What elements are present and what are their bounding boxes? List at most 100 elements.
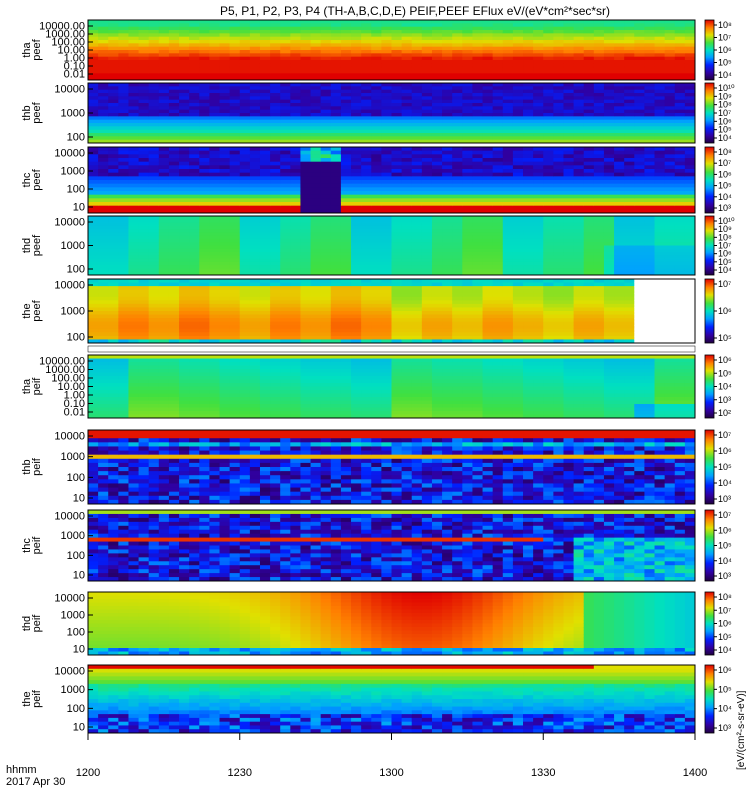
spectrogram-cell (371, 96, 382, 101)
spectrogram-cell (512, 129, 524, 134)
spectrogram-cell (158, 53, 170, 58)
spectrogram-cell (421, 139, 433, 144)
spectrogram-cell (674, 126, 686, 131)
spectrogram-cell (330, 158, 342, 163)
spectrogram-cell (340, 265, 352, 269)
spectrogram-cell (300, 314, 312, 319)
spectrogram-cell (431, 119, 443, 124)
spectrogram-cell (300, 26, 312, 31)
spectrogram-cell (270, 23, 281, 28)
spectrogram-cell (421, 56, 433, 61)
spectrogram-cell (189, 238, 200, 243)
spectrogram-cell (543, 76, 554, 81)
spectrogram-cell (290, 172, 301, 177)
spectrogram-cell (270, 242, 281, 246)
spectrogram-cell (371, 123, 382, 127)
spectrogram-cell (351, 268, 362, 273)
spectrogram-cell (259, 261, 271, 266)
spectrogram-cell (482, 73, 494, 78)
spectrogram-cell (442, 154, 453, 159)
spectrogram-cell (168, 180, 180, 185)
spectrogram-cell (573, 255, 585, 260)
spectrogram-cell (593, 93, 605, 97)
spectrogram-cell (128, 161, 140, 166)
spectrogram-cell (442, 229, 453, 233)
spectrogram-cell (462, 33, 473, 38)
spectrogram-cell (442, 93, 453, 97)
spectrogram-cell (239, 191, 251, 196)
spectrogram-cell (138, 265, 150, 269)
spectrogram-cell (482, 119, 494, 124)
spectrogram-cell (118, 70, 129, 74)
spectrogram-cell (189, 271, 200, 276)
spectrogram-cell (219, 53, 231, 58)
spectrogram-cell (259, 311, 271, 316)
panel-tha-peef: 10000.001000.00100.0010.001.000.100.01th… (21, 19, 732, 81)
spectrogram-cell (249, 116, 261, 121)
spectrogram-cell (431, 268, 443, 273)
colorbar-tick-label: 10⁹ (718, 91, 732, 101)
spectrogram-cell (624, 136, 635, 141)
spectrogram-cell (684, 229, 696, 233)
spectrogram-cell (108, 30, 119, 34)
spectrogram-cell (411, 216, 423, 220)
spectrogram-cell (300, 116, 312, 121)
spectrogram-cell (583, 116, 595, 121)
spectrogram-cell (381, 73, 392, 78)
spectrogram-cell (563, 216, 575, 220)
spectrogram-cell (654, 109, 666, 114)
spectrogram-cell (543, 242, 554, 246)
spectrogram-cell (179, 321, 190, 326)
spectrogram-cell (330, 70, 342, 74)
spectrogram-cell (168, 23, 180, 28)
spectrogram-cell (452, 225, 463, 230)
spectrogram-cell (563, 86, 575, 91)
spectrogram-cell (563, 232, 575, 237)
spectrogram-cell (492, 219, 504, 224)
spectrogram-cell (330, 123, 342, 127)
spectrogram-cell (644, 165, 656, 170)
spectrogram-cell (189, 289, 200, 294)
spectrogram-cell (229, 321, 241, 326)
spectrogram-cell (158, 86, 170, 91)
spectrogram-cell (138, 147, 150, 152)
spectrogram-cell (249, 219, 261, 224)
spectrogram-cell (239, 238, 251, 243)
spectrogram-cell (148, 180, 160, 185)
spectrogram-cell (138, 252, 150, 256)
spectrogram-cell (179, 216, 190, 220)
spectrogram-cell (118, 332, 129, 337)
spectrogram-cell (189, 235, 200, 240)
spectrogram-cell (249, 36, 261, 41)
spectrogram-cell (593, 30, 605, 34)
spectrogram-cell (88, 248, 99, 253)
spectrogram-cell (523, 245, 534, 250)
spectrogram-cell (381, 43, 392, 48)
spectrogram-cell (351, 325, 362, 330)
spectrogram-cell (219, 126, 231, 131)
spectrogram-cell (431, 158, 443, 163)
spectrogram-cell (492, 252, 504, 256)
spectrogram-cell (492, 123, 504, 127)
spectrogram-cell (411, 187, 423, 192)
spectrogram-cell (361, 93, 372, 97)
spectrogram-cell (128, 40, 140, 44)
spectrogram-cell (523, 235, 534, 240)
spectrogram-cell (219, 202, 231, 207)
spectrogram-cell (209, 133, 221, 137)
spectrogram-cell (88, 216, 99, 220)
spectrogram-cell (381, 242, 392, 246)
spectrogram-cell (442, 202, 453, 207)
spectrogram-cell (199, 325, 210, 330)
spectrogram-cell (168, 154, 180, 159)
spectrogram-cell (199, 56, 210, 61)
spectrogram-cell (401, 307, 413, 312)
spectrogram-cell (98, 89, 109, 94)
spectrogram-cell (239, 268, 251, 273)
spectrogram-cell (310, 93, 322, 97)
spectrogram-cell (593, 103, 605, 107)
spectrogram-cell (391, 279, 403, 284)
spectrogram-cell (351, 339, 362, 344)
spectrogram-cell (209, 286, 221, 291)
spectrogram-cell (664, 139, 676, 144)
